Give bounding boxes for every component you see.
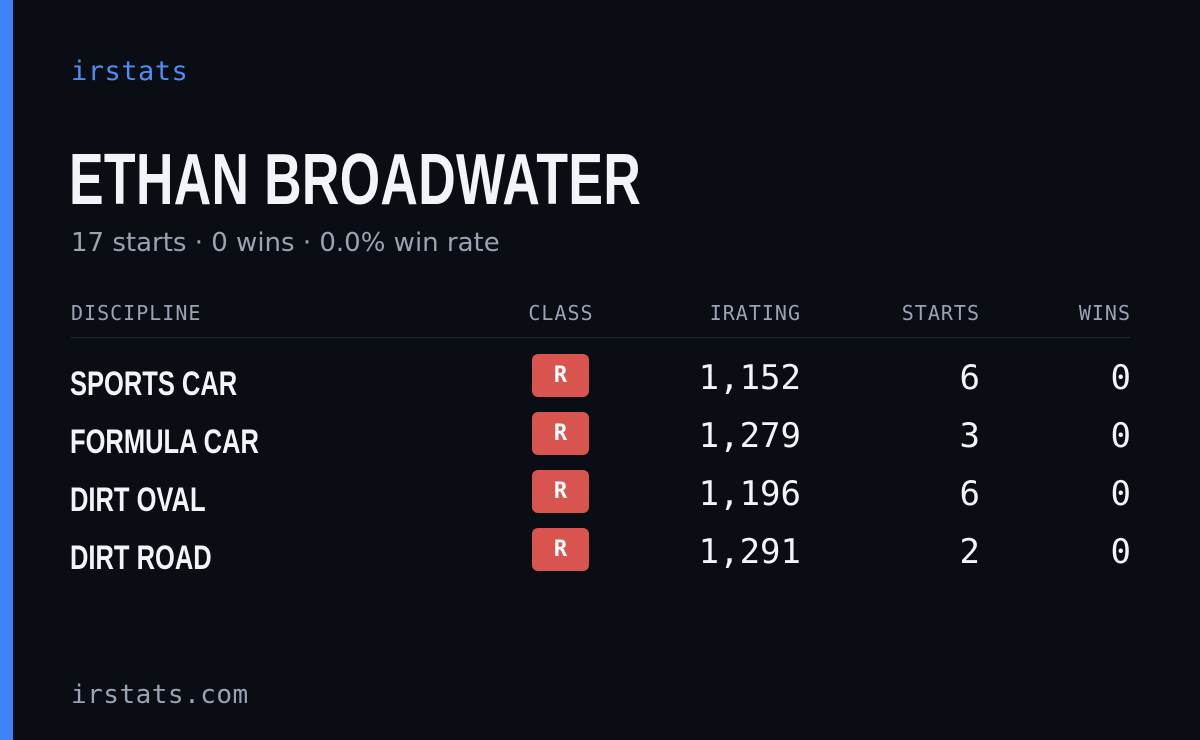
accent-bar bbox=[0, 0, 13, 740]
wins-value: 0 bbox=[1110, 474, 1131, 514]
class-badge: R bbox=[532, 528, 589, 571]
discipline-name: DIRT ROAD bbox=[70, 539, 212, 577]
starts-value: 6 bbox=[959, 474, 980, 514]
class-badge: R bbox=[532, 354, 589, 397]
wins-value: 0 bbox=[1110, 416, 1131, 456]
column-header-starts: STARTS bbox=[901, 301, 980, 325]
header-divider bbox=[71, 337, 1131, 338]
irating-value: 1,152 bbox=[698, 358, 801, 398]
table-row: SPORTS CAR R 1,152 6 0 bbox=[0, 350, 1200, 408]
starts-value: 2 bbox=[959, 532, 980, 572]
table-row: DIRT ROAD R 1,291 2 0 bbox=[0, 524, 1200, 582]
starts-value: 3 bbox=[959, 416, 980, 456]
irating-value: 1,291 bbox=[698, 532, 801, 572]
wins-value: 0 bbox=[1110, 532, 1131, 572]
brand-logo-text: irstats bbox=[71, 56, 189, 87]
column-header-discipline: DISCIPLINE bbox=[71, 301, 202, 325]
column-header-class: CLASS bbox=[528, 301, 594, 325]
table-row: DIRT OVAL R 1,196 6 0 bbox=[0, 466, 1200, 524]
driver-summary: 17 starts · 0 wins · 0.0% win rate bbox=[71, 228, 500, 258]
irating-value: 1,196 bbox=[698, 474, 801, 514]
class-badge: R bbox=[532, 412, 589, 455]
starts-value: 6 bbox=[959, 358, 980, 398]
irating-value: 1,279 bbox=[698, 416, 801, 456]
column-header-irating: IRATING bbox=[709, 301, 801, 325]
discipline-name: FORMULA CAR bbox=[70, 423, 259, 461]
column-header-wins: WINS bbox=[1078, 301, 1131, 325]
table-row: FORMULA CAR R 1,279 3 0 bbox=[0, 408, 1200, 466]
class-badge: R bbox=[532, 470, 589, 513]
discipline-name: DIRT OVAL bbox=[70, 481, 206, 519]
driver-name: ETHAN BROADWATER bbox=[69, 140, 642, 220]
discipline-name: SPORTS CAR bbox=[70, 365, 238, 403]
wins-value: 0 bbox=[1110, 358, 1131, 398]
footer-url: irstats.com bbox=[71, 680, 249, 710]
